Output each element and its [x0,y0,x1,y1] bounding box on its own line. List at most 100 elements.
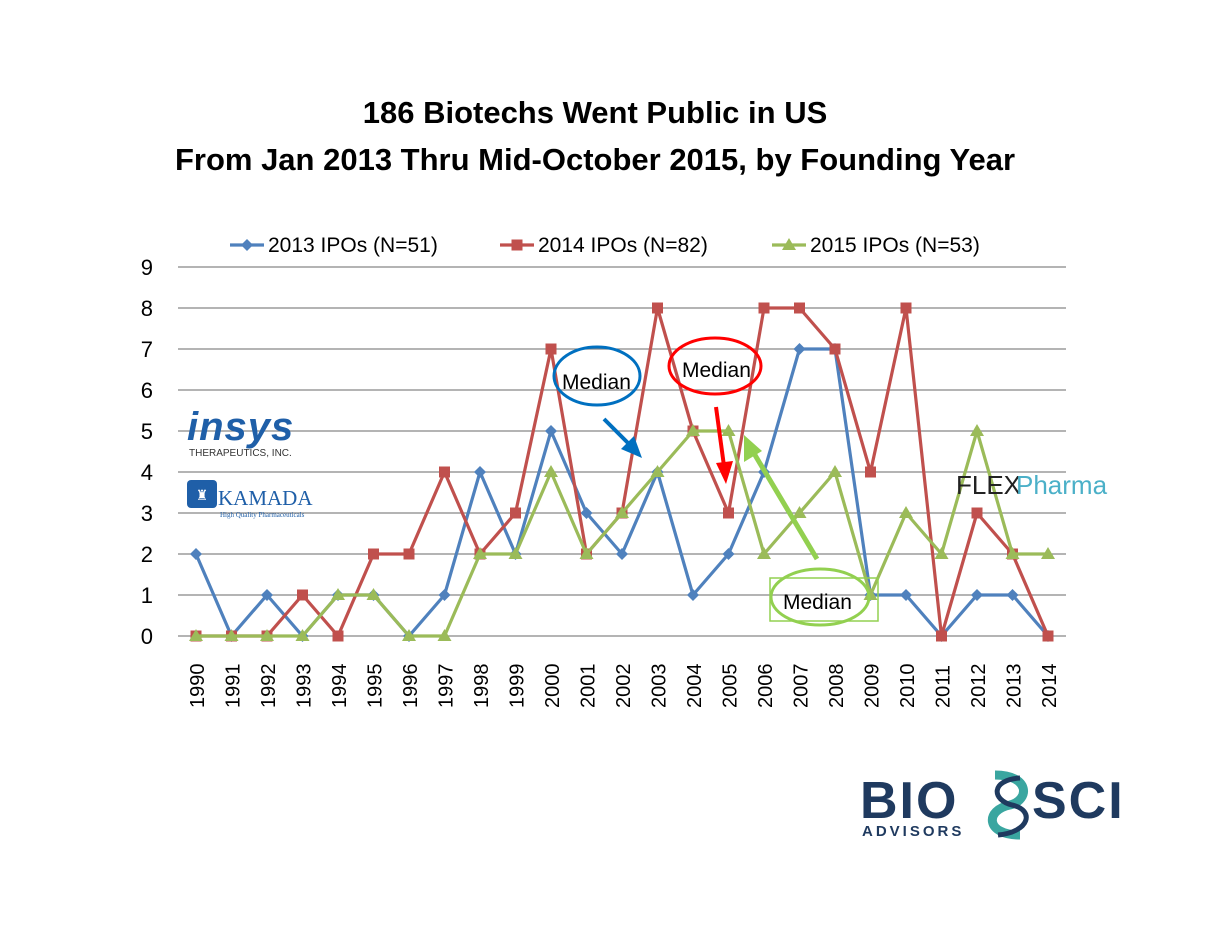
x-tick-label: 2002 [613,664,635,709]
data-point [545,343,557,355]
data-point [971,589,983,601]
x-tick-label: 2005 [720,664,742,709]
data-point [971,507,983,519]
x-tick-label: 2011 [933,665,955,708]
data-point [936,630,947,642]
x-tick-label: 1997 [436,664,458,709]
data-point [332,630,344,642]
x-tick-label: 1995 [365,664,387,709]
biosci-logo-part2: SCI [1032,772,1125,830]
median-arrow-2014 [714,406,726,467]
x-tick-label: 2014 [1039,664,1061,709]
data-point [758,302,770,314]
y-tick-label: 3 [141,501,153,526]
data-point [544,465,558,477]
data-point [402,629,416,641]
y-tick-label: 0 [141,624,153,649]
x-tick-label: 2006 [755,664,777,709]
insys-logo-tagline: THERAPEUTICS, INC. [189,448,292,459]
x-tick-label: 2004 [684,664,706,709]
y-tick-label: 5 [141,419,153,444]
median-arrow-2015 [749,448,820,561]
y-tick-label: 1 [141,583,153,608]
median-arrowhead-2015 [744,435,762,462]
data-point [295,629,310,641]
median-arrowhead-2014 [716,461,733,484]
data-point [474,466,486,478]
data-point [190,548,202,560]
data-point [829,343,841,355]
data-point [241,239,253,251]
y-tick-label: 4 [141,460,153,485]
data-point [792,506,807,518]
data-point [863,588,878,600]
x-tick-label: 2003 [649,664,671,709]
kamada-logo: ♜ KAMADA High Quality Pharmaceuticals [187,480,313,519]
x-tick-label: 1999 [507,664,529,709]
series-line [196,429,1048,638]
data-point [793,343,806,355]
data-point [650,465,665,477]
data-point [687,589,699,601]
data-point [865,466,876,478]
data-point [331,588,345,600]
data-point [1006,589,1019,601]
data-point [403,548,415,560]
biosci-logo: BIO SCI ADVISORS [860,770,1125,840]
legend-label: 2015 IPOs (N=53) [810,234,980,257]
legend: 2013 IPOs (N=51) 2014 IPOs (N=82) 2015 IPO… [230,234,980,257]
data-point [437,629,452,641]
median-circle-2015 [769,567,871,627]
data-point [900,589,912,601]
x-tick-label: 2009 [862,664,884,709]
x-tick-label: 2010 [897,664,919,709]
svg-text:♜: ♜ [196,488,209,504]
data-point [794,302,805,314]
x-tick-label: 1992 [258,664,280,709]
data-point [615,506,629,518]
median-label-2015: Median [783,591,852,614]
flexpharma-logo-part2: Pharma [1016,470,1108,500]
median-label-2013: Median [562,371,631,394]
series-2015 [189,424,1055,641]
data-point [652,302,663,314]
x-tick-label: 1993 [294,664,316,709]
x-tick-label: 1994 [329,664,351,709]
x-tick-label: 1990 [187,664,209,709]
data-point [782,238,796,250]
data-point [511,239,523,251]
data-point [1041,547,1055,559]
data-point [439,466,450,478]
data-point [721,424,736,436]
x-tick-label: 2000 [542,664,564,709]
data-point [899,506,913,518]
x-tick-label: 2012 [968,664,990,709]
data-point [508,547,523,559]
legend-label: 2013 IPOs (N=51) [268,234,438,257]
data-point [366,588,381,600]
data-point [686,424,700,436]
kamada-logo-name: KAMADA [218,486,313,510]
data-point [473,547,487,559]
median-circle-2013 [552,345,642,407]
data-point [970,424,984,436]
data-point [368,548,379,560]
y-tick-label: 9 [141,255,153,280]
data-point [261,589,273,601]
y-tick-label: 7 [141,337,153,362]
insys-logo-name: insys [187,405,294,449]
chart-subtitle: From Jan 2013 Thru Mid-October 2015, by … [174,142,1016,177]
data-point [545,425,557,437]
data-point [757,547,771,559]
data-point [438,589,451,601]
data-point [828,465,842,477]
data-point [189,629,203,641]
y-axis-ticks: 0 1 2 3 4 5 6 7 8 9 [141,255,153,649]
x-tick-label: 2001 [578,664,600,709]
data-point [297,589,308,601]
data-point [260,629,274,641]
x-tick-label: 1991 [223,664,245,709]
data-point [1042,630,1054,642]
data-point [723,507,734,519]
